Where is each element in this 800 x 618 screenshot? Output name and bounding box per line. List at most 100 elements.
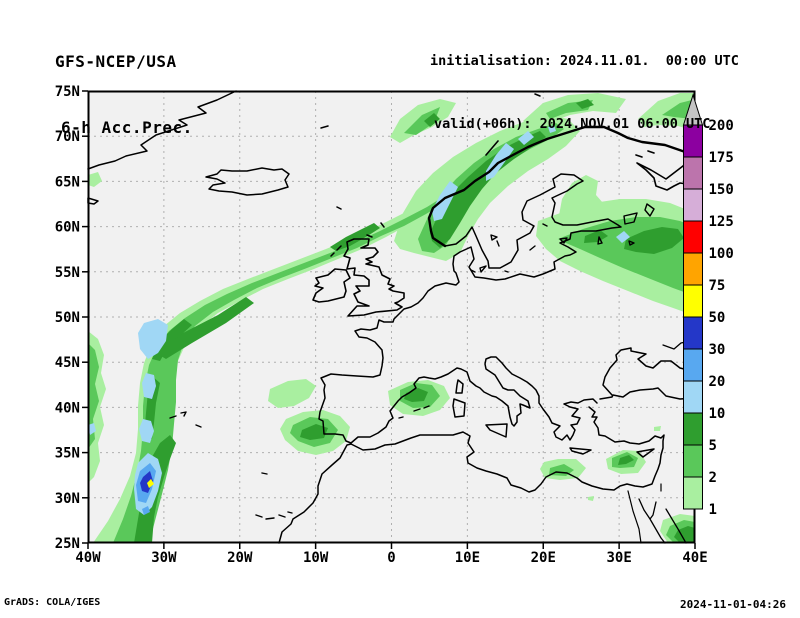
coastline: [318, 173, 622, 444]
precip-region-gte-10mm: [142, 373, 156, 399]
colorbar-label: 75: [709, 278, 726, 294]
colorbar-label: 5: [709, 438, 717, 454]
lat-tick-label: 45N: [55, 355, 80, 371]
precip-region-gte-10mm: [139, 419, 154, 443]
colorbar-label: 100: [709, 246, 734, 262]
precip-region-gte-2mm: [404, 107, 440, 135]
precip-region-gte-5mm: [300, 424, 328, 440]
grads-credit: GrADS: COLA/IGES: [4, 597, 101, 608]
coastline: [490, 203, 655, 247]
lat-tick-label: 25N: [55, 536, 80, 552]
precip-region-gte-5mm: [330, 223, 380, 251]
colorbar-label: 30: [709, 342, 726, 358]
coastline: [278, 406, 665, 544]
lon-tick-label: 40W: [75, 550, 101, 566]
lon-tick-label: 40E: [682, 550, 707, 566]
coastline: [636, 448, 655, 458]
colorbar-label: 50: [709, 310, 726, 326]
precip-region-gte-1mm: [588, 496, 594, 501]
coastline: [638, 498, 687, 544]
precip-region-gte-10mm: [616, 231, 630, 243]
coastline: [627, 483, 662, 544]
colorbar-label: 20: [709, 374, 726, 390]
precip-region-gte-2mm: [662, 100, 692, 119]
precip-region-gte-5mm: [576, 99, 594, 109]
product-title: 6-h Acc.Prec.: [61, 118, 193, 137]
coastline: [636, 154, 696, 191]
coastline: [602, 347, 696, 396]
coastlines: [87, 90, 696, 544]
coastline: [205, 167, 290, 196]
colorbar-segment: [683, 444, 703, 478]
colorbar-label: 175: [709, 150, 734, 166]
colorbar-label: 1: [709, 502, 717, 518]
coastline: [485, 423, 508, 438]
coastline: [470, 223, 568, 273]
lat-tick-label: 75N: [55, 84, 80, 100]
lat-tick-label: 30N: [55, 491, 80, 507]
precip-region-gte-10mm: [432, 181, 458, 221]
coastline: [169, 411, 202, 428]
model-title: GFS-NCEP/USA: [55, 52, 177, 71]
precip-region-gte-10mm: [138, 319, 168, 359]
colorbar-segment: [683, 380, 703, 414]
lat-tick-label: 40N: [55, 400, 80, 416]
coastline: [427, 125, 696, 248]
valid-time-label: valid(+06h): 2024.NOV.01 06:00 UTC: [434, 116, 711, 132]
lat-tick-label: 65N: [55, 174, 80, 190]
time-block: initialisation: 2024.11.01. 00:00 UTC va…: [430, 9, 739, 177]
precip-region-gte-1mm: [558, 175, 603, 225]
colorbar-label: 150: [709, 182, 734, 198]
lon-tick-label: 30E: [606, 550, 631, 566]
init-time-label: initialisation: 2024.11.01. 00:00 UTC: [430, 53, 739, 69]
precip-region-gte-1mm: [654, 426, 661, 431]
coastline: [343, 238, 405, 317]
colorbar-label: 125: [709, 214, 734, 230]
colorbar-segment: [683, 348, 703, 382]
precip-shading: [88, 93, 695, 543]
precip-region-gte-50mm: [147, 479, 154, 488]
coastline: [455, 379, 464, 394]
lon-tick-label: 20E: [531, 550, 556, 566]
coastline: [312, 268, 351, 303]
lon-tick-label: 10W: [303, 550, 329, 566]
colorbar-segment: [683, 252, 703, 286]
creation-timestamp: 2024-11-01-04:26: [680, 598, 786, 611]
precip-region-gte-10mm: [518, 131, 534, 145]
colorbar-segment: [683, 220, 703, 254]
colorbar-segment: [683, 284, 703, 318]
precip-region-gte-5mm: [430, 131, 546, 248]
lon-tick-label: 30W: [151, 550, 177, 566]
precip-region-gte-30mm: [140, 471, 153, 493]
precip-region-gte-10mm: [88, 423, 96, 435]
colorbar-label: 200: [709, 118, 734, 134]
colorbar: 200 175 150 125 100 75 50 30 20 10 5 2 1: [682, 93, 734, 518]
precip-region-gte-5mm: [618, 455, 634, 465]
coastline: [599, 387, 696, 400]
lat-tick-label: 70N: [55, 129, 80, 145]
coastline: [569, 447, 592, 455]
precip-region-gte-1mm: [268, 379, 316, 408]
colorbar-segment: [683, 476, 703, 510]
coastline: [452, 398, 466, 418]
colorbar-label: 2: [709, 470, 717, 486]
colorbar-segment: [683, 412, 703, 446]
lon-tick-label: 20W: [227, 550, 253, 566]
colorbar-segment: [683, 188, 703, 222]
precip-region-gte-2mm: [88, 343, 99, 449]
coastline: [398, 405, 430, 419]
precip-region-gte-5mm: [624, 227, 684, 254]
precip-region-gte-10mm: [548, 125, 556, 133]
precip-region-gte-20mm: [142, 506, 150, 515]
colorbar-label: 10: [709, 406, 726, 422]
precip-region-gte-5mm: [424, 113, 440, 127]
coastline: [87, 90, 237, 170]
lat-tick-label: 60N: [55, 220, 80, 236]
lat-tick-label: 50N: [55, 310, 80, 326]
coastline: [485, 140, 655, 158]
precip-region-gte-5mm: [156, 297, 254, 359]
coastline: [320, 93, 541, 257]
